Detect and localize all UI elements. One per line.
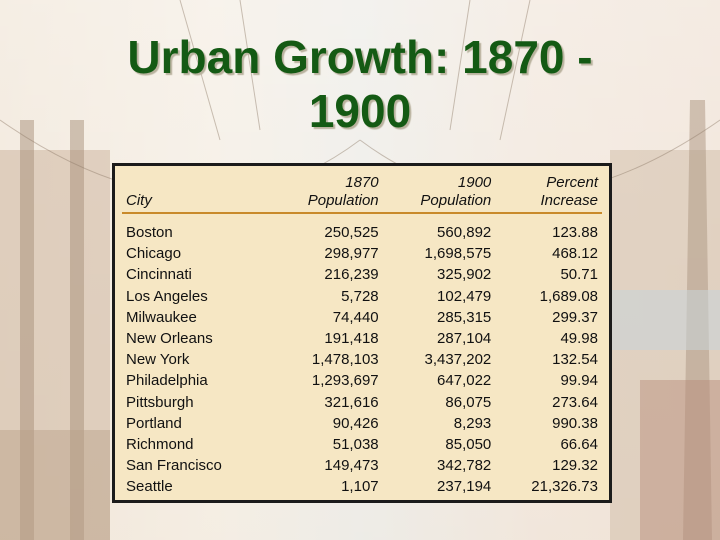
table-body: Boston 250,525 560,892 123.88 Chicago 298,977…: [122, 213, 602, 498]
cell-1870-population: 1,293,697: [311, 372, 379, 390]
cell-city: Seattle: [126, 478, 173, 496]
cell-percent-increase: 129.32: [552, 457, 598, 475]
cell-1870-population: 298,977: [324, 245, 379, 263]
cell-city: Pittsburgh: [126, 393, 194, 411]
table-row: Chicago 298,977 1,698,575 468.12: [122, 243, 602, 264]
cell-percent-increase: 66.64: [560, 436, 598, 454]
cell-1900-population: 1,698,575: [424, 245, 492, 263]
table-row: Los Angeles 5,728 102,479 1,689.08: [122, 286, 602, 307]
cell-percent-increase: 132.54: [552, 351, 598, 369]
cell-percent-increase: 21,326.73: [531, 478, 598, 496]
cell-1900-population: 3,437,202: [424, 351, 492, 369]
table-row: Cincinnati 216,239 325,902 50.71: [122, 264, 602, 285]
cell-1900-population: 647,022: [437, 372, 492, 390]
cell-1870-population: 5,728: [341, 287, 379, 305]
table-row: Milwaukee 74,440 285,315 299.37: [122, 307, 602, 328]
slide-title-line-2: 1900: [308, 85, 412, 137]
cell-1900-population: 342,782: [437, 457, 492, 475]
cell-1900-population: 86,075: [445, 393, 492, 411]
table-row: Boston 250,525 560,892 123.88: [122, 213, 602, 243]
header-city: City: [126, 192, 152, 209]
table-row: Seattle 1,107 237,194 21,326.73: [122, 476, 602, 497]
table-header-row: City 1870 Population 1900 Population Per…: [122, 174, 602, 213]
cell-city: Philadelphia: [126, 372, 208, 390]
cell-1870-population: 51,038: [332, 436, 379, 454]
cell-1870-population: 250,525: [324, 224, 379, 241]
header-percent-increase: Percent Increase: [540, 174, 598, 209]
header-1900-population: 1900 Population: [420, 174, 492, 209]
table-row: Richmond 51,038 85,050 66.64: [122, 434, 602, 455]
cell-percent-increase: 49.98: [560, 330, 598, 348]
cell-1870-population: 191,418: [324, 330, 379, 348]
table-row: San Francisco 149,473 342,782 129.32: [122, 455, 602, 476]
cell-1870-population: 90,426: [332, 414, 379, 432]
cell-city: Cincinnati: [126, 266, 192, 284]
cell-1870-population: 321,616: [324, 393, 379, 411]
cell-1900-population: 287,104: [437, 330, 492, 348]
cell-1900-population: 102,479: [437, 287, 492, 305]
cell-city: New Orleans: [126, 330, 213, 348]
table-row: Portland 90,426 8,293 990.38: [122, 413, 602, 434]
slide-title-line-1: Urban Growth: 1870 -: [127, 31, 593, 83]
table-row: Philadelphia 1,293,697 647,022 99.94: [122, 370, 602, 391]
cell-city: Los Angeles: [126, 287, 208, 305]
cell-1870-population: 74,440: [332, 308, 379, 326]
cell-1900-population: 8,293: [453, 414, 492, 432]
cell-percent-increase: 299.37: [552, 308, 598, 326]
cell-1900-population: 560,892: [437, 224, 492, 241]
cell-city: Boston: [126, 224, 173, 241]
cell-city: Chicago: [126, 245, 182, 263]
table-row: Pittsburgh 321,616 86,075 273.64: [122, 392, 602, 413]
cell-1900-population: 325,902: [437, 266, 492, 284]
cell-percent-increase: 990.38: [552, 414, 598, 432]
table-row: New Orleans 191,418 287,104 49.98: [122, 328, 602, 349]
cell-city: Portland: [126, 414, 182, 432]
cell-1870-population: 216,239: [324, 266, 379, 284]
cell-1870-population: 1,107: [341, 478, 379, 496]
population-table: City 1870 Population 1900 Population Per…: [122, 174, 602, 498]
cell-city: Richmond: [126, 436, 194, 454]
cell-1870-population: 1,478,103: [311, 351, 379, 369]
cell-city: New York: [126, 351, 190, 369]
cell-city: Milwaukee: [126, 308, 197, 326]
cell-city: San Francisco: [126, 457, 222, 475]
cell-percent-increase: 1,689.08: [539, 287, 598, 305]
cell-1900-population: 237,194: [437, 478, 492, 496]
slide-title: Urban Growth: 1870 - 1900: [0, 30, 720, 138]
header-1870-population: 1870 Population: [307, 174, 379, 209]
table-row: New York 1,478,103 3,437,202 132.54: [122, 349, 602, 370]
cell-1900-population: 85,050: [445, 436, 492, 454]
cell-1900-population: 285,315: [437, 308, 492, 326]
population-table-panel: City 1870 Population 1900 Population Per…: [112, 163, 612, 503]
cell-percent-increase: 273.64: [552, 393, 598, 411]
cell-percent-increase: 99.94: [560, 372, 598, 390]
cell-percent-increase: 50.71: [560, 266, 598, 284]
cell-percent-increase: 468.12: [552, 245, 598, 263]
cell-1870-population: 149,473: [324, 457, 379, 475]
cell-percent-increase: 123.88: [552, 224, 598, 241]
